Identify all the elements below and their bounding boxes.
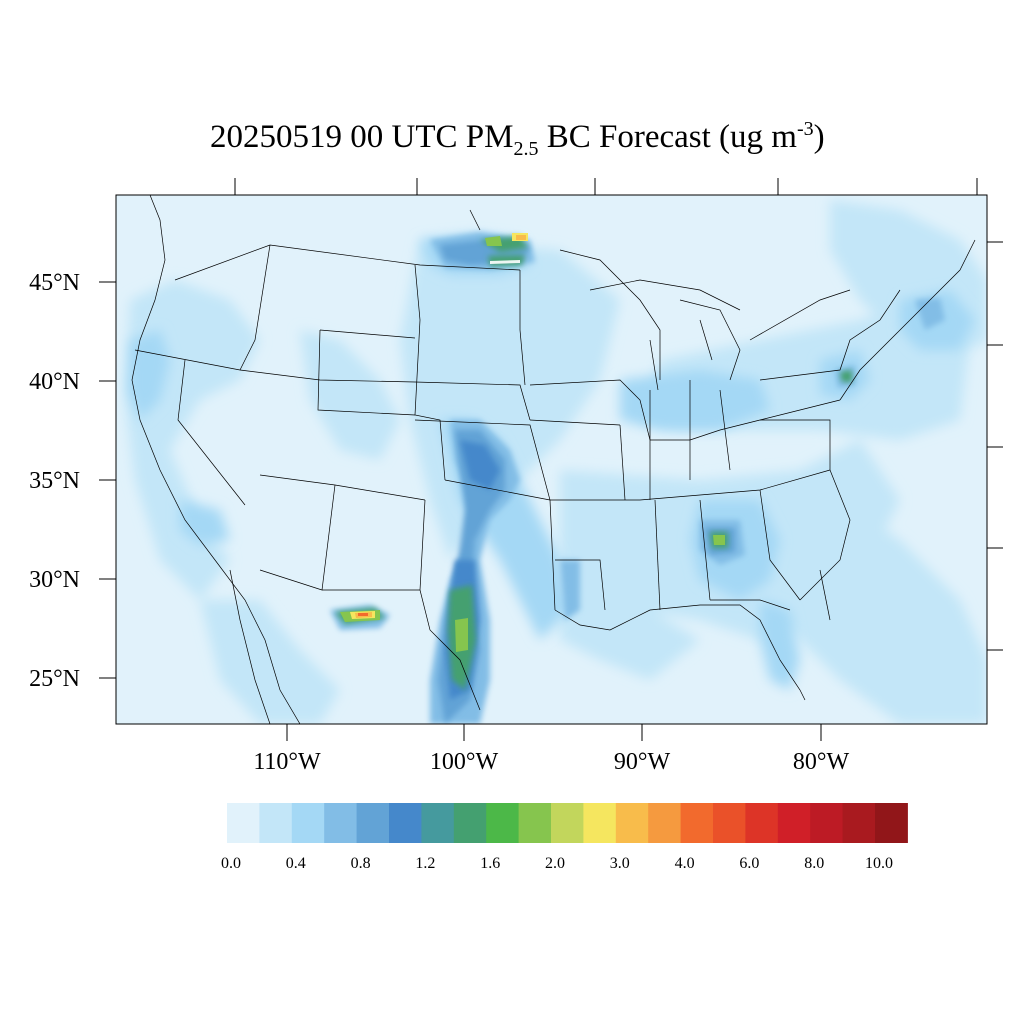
- colorbar-swatch-2: [291, 803, 325, 843]
- colorbar-swatch-5: [389, 803, 422, 843]
- colorbar-swatch-9: [518, 803, 552, 843]
- colorbar-tick-label-9: 8.0: [804, 855, 824, 872]
- title-superscript: -3: [796, 118, 814, 140]
- title-time: 00 UTC: [350, 119, 458, 155]
- bottom-ticks: [286, 724, 822, 741]
- map-frame: [115, 194, 988, 725]
- concentration-field: [125, 200, 987, 724]
- colorbar-labels: 0.0 0.4 0.8 1.2 1.6 2.0 3.0 4.0 6.0 8.0 10.0: [221, 855, 893, 872]
- colorbar: [227, 803, 908, 843]
- colorbar-swatch-4: [356, 803, 390, 843]
- state-boundaries: [131, 195, 976, 724]
- title-end: ): [813, 119, 825, 155]
- title-subscript: 2.5: [513, 138, 539, 160]
- colorbar-swatch-1: [259, 803, 293, 843]
- colorbar-swatch-6: [421, 803, 455, 843]
- colorbar-swatch-11: [583, 803, 617, 843]
- right-ticks: [987, 241, 1003, 651]
- colorbar-swatch-3: [324, 803, 358, 843]
- colorbar-tick-label-8: 6.0: [739, 855, 759, 872]
- lon-label-90: 90°W: [614, 749, 671, 775]
- colorbar-swatch-18: [810, 803, 844, 843]
- title-middle: BC Forecast (ug m: [546, 119, 797, 155]
- colorbar-tick-label-6: 3.0: [610, 855, 630, 872]
- colorbar-tick-label-2: 0.8: [351, 855, 371, 872]
- lat-label-35: 35°N: [29, 468, 80, 494]
- colorbar-tick-label-4: 1.6: [480, 855, 500, 872]
- colorbar-tick-label-10: 10.0: [865, 855, 893, 872]
- lat-label-25: 25°N: [29, 666, 80, 692]
- colorbar-swatch-0: [227, 803, 260, 843]
- colorbar-swatch-19: [842, 803, 876, 843]
- colorbar-swatch-8: [486, 803, 520, 843]
- colorbar-swatch-20: [875, 803, 908, 843]
- colorbar-swatch-12: [615, 803, 649, 843]
- colorbar-swatch-10: [551, 803, 584, 843]
- colorbar-swatch-14: [680, 803, 714, 843]
- colorbar-tick-label-1: 0.4: [286, 855, 306, 872]
- colorbar-tick-label-5: 2.0: [545, 855, 565, 872]
- lon-label-80: 80°W: [793, 749, 850, 775]
- lat-label-40: 40°N: [29, 369, 80, 395]
- lat-label-45: 45°N: [29, 270, 80, 296]
- left-ticks: [99, 281, 116, 679]
- colorbar-swatch-17: [777, 803, 811, 843]
- lat-label-30: 30°N: [29, 567, 80, 593]
- colorbar-swatch-16: [745, 803, 779, 843]
- title-date: 20250519: [210, 119, 342, 155]
- lon-label-100: 100°W: [430, 749, 499, 775]
- colorbar-swatch-13: [648, 803, 682, 843]
- colorbar-tick-label-0: 0.0: [221, 855, 241, 872]
- lon-label-110: 110°W: [253, 749, 321, 775]
- colorbar-tick-label-7: 4.0: [675, 855, 695, 872]
- map-title: 20250519 00 UTC PM2.5 BC Forecast (ug m-…: [0, 118, 1024, 168]
- title-species: PM: [465, 119, 514, 155]
- colorbar-swatch-15: [713, 803, 746, 843]
- colorbar-tick-label-3: 1.2: [415, 855, 435, 872]
- top-ticks: [234, 178, 978, 195]
- colorbar-swatch-7: [453, 803, 487, 843]
